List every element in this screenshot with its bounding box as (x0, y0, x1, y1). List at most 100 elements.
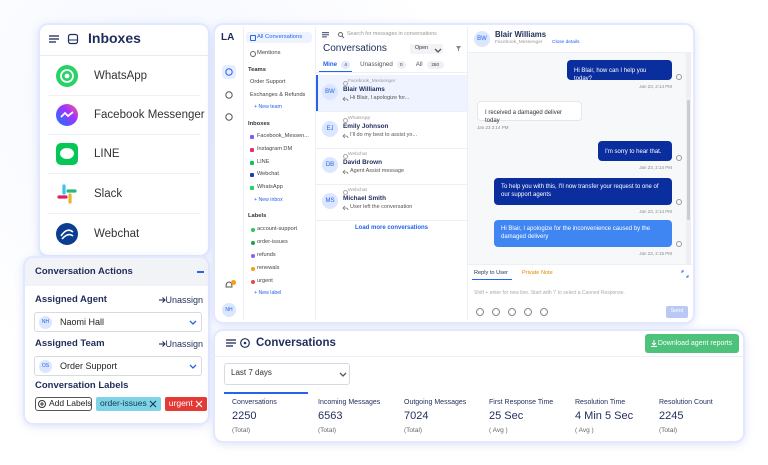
nav-item[interactable]: Facebook_Messen... (257, 133, 309, 140)
nav-item[interactable]: Exchanges & Refunds (250, 92, 306, 99)
metric-unit: (Total) (232, 427, 251, 435)
unassign-button[interactable]: Unassign (165, 338, 203, 349)
icon-part (322, 32, 329, 38)
card-title: Inboxes (88, 30, 141, 47)
dropdown[interactable] (34, 312, 202, 332)
tab[interactable]: All (415, 60, 423, 68)
inbox-icon (343, 80, 348, 86)
divider (316, 220, 467, 221)
icon-part (225, 281, 233, 288)
collapse-icon[interactable] (197, 271, 204, 273)
icon-part (64, 73, 70, 79)
label-dot (250, 241, 255, 245)
conversation-name[interactable]: Blair Williams (343, 85, 385, 93)
tab[interactable]: Unassigned (360, 60, 393, 68)
icon-part (159, 297, 166, 303)
label-tag (96, 397, 161, 411)
icon-part (38, 400, 46, 408)
message-bubble: Hi Blair, I apologize for the inconvenie… (494, 220, 672, 247)
toolbar-icon[interactable] (524, 308, 532, 316)
message-time: Jan 23, 2:14 PM (639, 83, 672, 89)
channel-name: LINE (94, 147, 120, 160)
close-details[interactable]: Close details (552, 40, 580, 46)
count-value: 0 (400, 61, 403, 67)
conversation-name[interactable]: David Brown (343, 158, 383, 166)
nav-item[interactable]: refunds (257, 252, 276, 259)
nav-add[interactable]: + New inbox (254, 197, 283, 204)
toolbar-icon[interactable] (492, 308, 500, 316)
nav-item[interactable]: account-support (257, 226, 298, 233)
avatar (322, 121, 338, 137)
list-title: Conversations (323, 43, 387, 54)
icon-part (225, 91, 233, 99)
toolbar-icon[interactable] (508, 308, 516, 316)
tab[interactable]: Mine (323, 60, 338, 68)
nav-add[interactable]: + New team (254, 104, 282, 111)
message-bubble: To help you with this, I'll now transfer… (494, 178, 672, 205)
reply-icon (342, 205, 349, 211)
icon-part (225, 113, 233, 121)
nav-item[interactable]: Mentions (257, 49, 281, 56)
unassign-button[interactable]: Unassign (165, 294, 203, 305)
selected-bar (316, 75, 318, 111)
channel-name: WhatsApp (94, 69, 148, 82)
nav-item[interactable]: WhatsApp (257, 184, 283, 191)
metric-value: 4 Min 5 Sec (575, 410, 634, 423)
nav-icon (225, 113, 233, 121)
nav-item[interactable]: Webchat (257, 171, 279, 178)
search-input[interactable]: Search for messages in conversations (347, 31, 437, 38)
reply-input[interactable]: Shift + enter for new line. Start with '… (474, 289, 625, 296)
note-tab[interactable]: Private Note (522, 270, 553, 277)
toolbar-icon[interactable] (476, 308, 484, 316)
filter-icon (456, 46, 461, 51)
load-more[interactable]: Load more conversations (354, 224, 429, 231)
inbox-icon (343, 189, 348, 195)
nav-heading: Labels (248, 212, 267, 219)
nav-item[interactable]: renewals (257, 265, 280, 272)
divider (316, 184, 467, 185)
icon-part (226, 339, 236, 347)
download-button[interactable] (645, 334, 739, 353)
nav-item[interactable]: order-issues (257, 239, 288, 246)
avatar (39, 315, 52, 329)
metric-label: Outgoing Messages (404, 399, 467, 407)
label-name: urgent (168, 398, 193, 409)
icon-part (162, 341, 166, 347)
nav-item[interactable]: Order Support (250, 79, 286, 86)
conversation-name[interactable]: Emily Johnson (343, 122, 389, 130)
icon-part (226, 339, 236, 347)
add-labels-button[interactable] (35, 397, 92, 411)
icon-part (681, 270, 689, 278)
icon-part (60, 111, 74, 118)
icon-part (149, 400, 157, 408)
conversation-preview: Agent Assist message (350, 168, 405, 175)
selected-row (316, 75, 467, 111)
conversation-name[interactable]: Michael Smith (343, 194, 386, 202)
channel-icon (56, 223, 78, 245)
divider (316, 148, 467, 149)
nav-item[interactable]: urgent (257, 278, 273, 285)
status-dropdown[interactable] (410, 44, 443, 54)
button-label: Add Labels (49, 398, 92, 409)
chevron-icon (189, 320, 197, 325)
status-icon (676, 199, 682, 205)
icon-part (342, 169, 349, 175)
message-bubble: Hi Blair, how can I help you today? (567, 60, 672, 82)
nav-add[interactable]: + New label (254, 290, 282, 297)
metric-value: 7024 (404, 410, 429, 423)
icon-part (342, 96, 349, 102)
metric-unit: (Total) (318, 427, 337, 435)
nav-item[interactable]: Instagram DM (257, 145, 293, 152)
reply-tab[interactable]: Reply to User (474, 270, 508, 277)
field-label: Assigned Agent (35, 294, 107, 306)
nav-item[interactable]: All Conversations (257, 34, 303, 41)
range-dropdown[interactable] (224, 363, 350, 385)
menu-icon (226, 339, 236, 347)
metric-unit: (Total) (659, 427, 678, 435)
dropdown[interactable] (34, 356, 202, 376)
icon-part (343, 98, 349, 102)
nav-item[interactable]: LINE (257, 158, 270, 165)
toolbar-icon[interactable] (540, 308, 548, 316)
send-button[interactable] (666, 306, 688, 318)
conversation-preview: Hi Blair, I apologize for... (350, 95, 410, 102)
